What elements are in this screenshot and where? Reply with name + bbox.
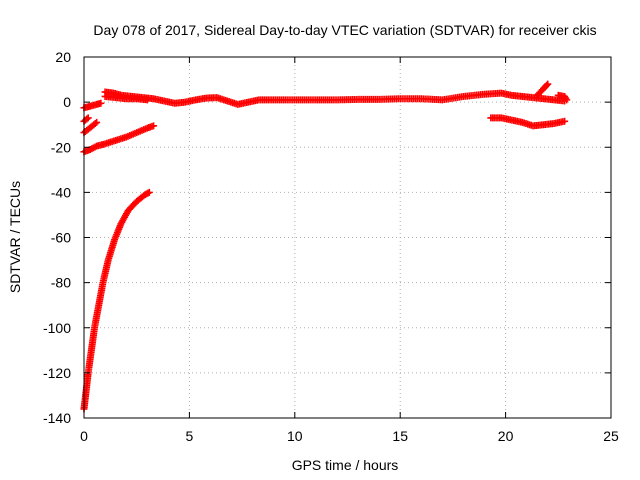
data-point (561, 117, 569, 125)
data-series (487, 114, 569, 130)
chart-title: Day 078 of 2017, Sidereal Day-to-day VTE… (93, 22, 596, 38)
x-tick-label: 20 (498, 428, 514, 444)
y-tick-label: 20 (55, 49, 71, 65)
data-point (150, 122, 158, 130)
data-point (563, 96, 571, 104)
x-tick-label: 25 (603, 428, 619, 444)
grid-lines (84, 57, 611, 418)
data-point (91, 120, 99, 128)
y-tick-label: -140 (43, 410, 71, 426)
data-series (101, 88, 569, 108)
y-tick-label: -120 (43, 365, 71, 381)
data-point (544, 80, 552, 88)
data-point (84, 114, 92, 122)
y-tick-label: -20 (51, 139, 71, 155)
plot-frame (83, 56, 612, 419)
x-tick-label: 10 (287, 428, 303, 444)
y-tick-label: -60 (51, 230, 71, 246)
data-series (533, 80, 552, 99)
data-point (97, 99, 105, 107)
data-series (80, 188, 153, 413)
y-tick-label: -40 (51, 184, 71, 200)
data-points (80, 80, 571, 413)
y-tick-label: -80 (51, 275, 71, 291)
data-series (80, 114, 92, 125)
data-series (80, 118, 101, 137)
x-tick-label: 0 (80, 428, 88, 444)
x-tick-label: 15 (392, 428, 408, 444)
x-axis-label: GPS time / hours (292, 457, 399, 473)
data-series (554, 91, 571, 104)
axis-ticks: 0 5 10 15 20 25 -140 -120 -100 -80 -60 -40 -20 0 20 (43, 49, 619, 444)
x-tick-label: 5 (186, 428, 194, 444)
data-point (145, 188, 153, 196)
data-point (93, 118, 101, 126)
data-point (543, 81, 551, 89)
data-series (101, 92, 151, 104)
y-axis-label: SDTVAR / TECUs (7, 181, 23, 293)
data-point (143, 96, 151, 104)
y-tick-label: 0 (63, 94, 71, 110)
y-tick-label: -100 (43, 320, 71, 336)
